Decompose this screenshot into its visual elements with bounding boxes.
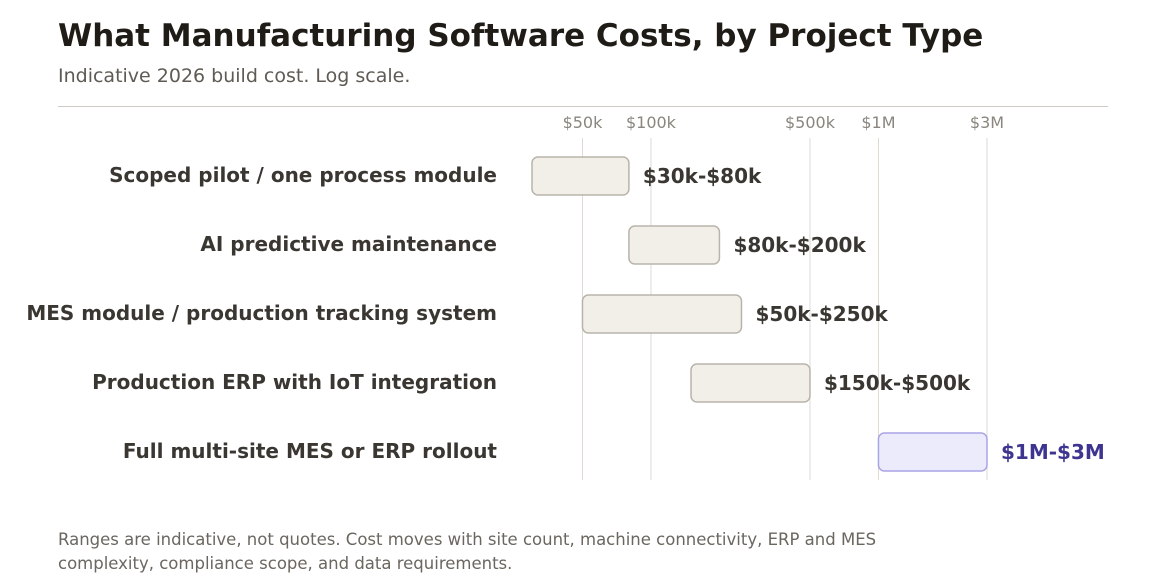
x-tick-label: $500k bbox=[785, 113, 836, 132]
category-label: AI predictive maintenance bbox=[200, 232, 497, 256]
range-bar bbox=[877, 432, 988, 472]
category-label: MES module / production tracking system bbox=[26, 301, 497, 325]
category-label: Full multi-site MES or ERP rollout bbox=[123, 439, 498, 463]
x-tick-label: $3M bbox=[970, 113, 1004, 132]
footnote-line-1: Ranges are indicative, not quotes. Cost … bbox=[58, 530, 877, 549]
chart-title: What Manufacturing Software Costs, by Pr… bbox=[58, 18, 984, 54]
range-label: $50k-$250k bbox=[755, 302, 888, 326]
range-label: $80k-$200k bbox=[733, 233, 866, 257]
footnote-line-2: complexity, compliance scope, and data r… bbox=[58, 554, 513, 573]
category-label: Scoped pilot / one process module bbox=[109, 163, 497, 187]
range-bar bbox=[531, 156, 630, 196]
range-bar bbox=[628, 225, 721, 265]
x-tick-label: $50k bbox=[563, 113, 604, 132]
range-label: $30k-$80k bbox=[643, 164, 762, 188]
footnote: Ranges are indicative, not quotes. Cost … bbox=[58, 528, 1118, 576]
category-label: Production ERP with IoT integration bbox=[92, 370, 497, 394]
range-bar bbox=[690, 363, 811, 403]
x-tick-label: $1M bbox=[861, 113, 895, 132]
header-divider bbox=[58, 106, 1108, 107]
x-tick-label: $100k bbox=[626, 113, 677, 132]
range-label: $150k-$500k bbox=[824, 371, 971, 395]
range-bar bbox=[581, 294, 743, 334]
chart-subtitle: Indicative 2026 build cost. Log scale. bbox=[58, 65, 411, 87]
range-label: $1M-$3M bbox=[1001, 440, 1105, 464]
